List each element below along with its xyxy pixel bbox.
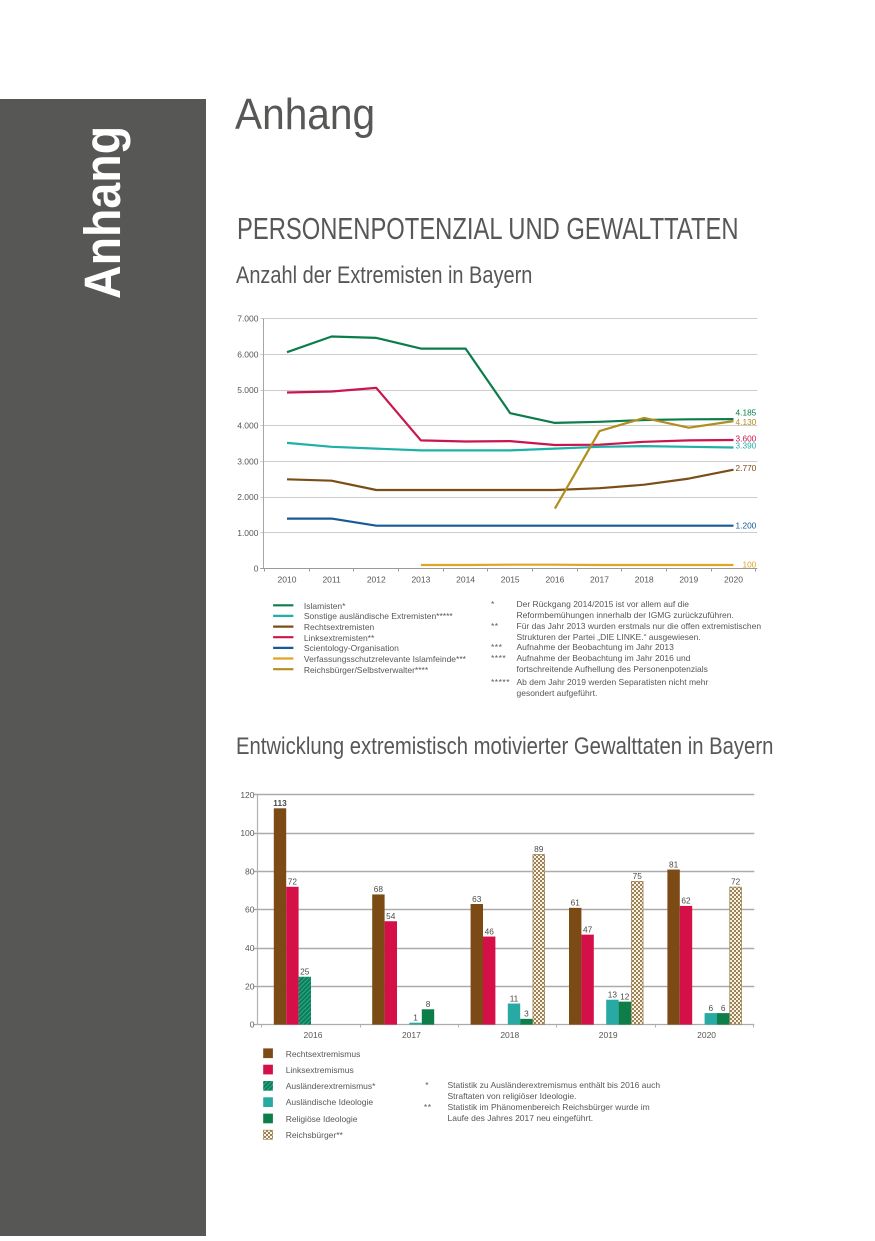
svg-text:60: 60 bbox=[245, 905, 255, 915]
svg-text:0: 0 bbox=[250, 1020, 255, 1030]
svg-text:7.000: 7.000 bbox=[237, 314, 259, 324]
svg-text:2014: 2014 bbox=[456, 575, 475, 585]
svg-text:3: 3 bbox=[524, 1009, 529, 1019]
svg-text:2016: 2016 bbox=[545, 575, 564, 585]
svg-text:6: 6 bbox=[721, 1003, 726, 1013]
svg-text:6.000: 6.000 bbox=[237, 349, 259, 359]
svg-text:2018: 2018 bbox=[500, 1030, 519, 1040]
svg-text:2017: 2017 bbox=[402, 1030, 421, 1040]
svg-text:2019: 2019 bbox=[679, 575, 698, 585]
svg-text:2016: 2016 bbox=[304, 1030, 323, 1040]
svg-text:80: 80 bbox=[245, 867, 255, 877]
svg-text:0: 0 bbox=[254, 564, 259, 574]
svg-text:1.200: 1.200 bbox=[736, 521, 757, 531]
svg-text:4.000: 4.000 bbox=[237, 421, 259, 431]
svg-text:20: 20 bbox=[245, 981, 255, 991]
svg-text:2019: 2019 bbox=[599, 1030, 618, 1040]
svg-text:68: 68 bbox=[374, 884, 384, 894]
svg-text:3.390: 3.390 bbox=[736, 440, 757, 450]
svg-text:54: 54 bbox=[386, 911, 396, 921]
svg-text:89: 89 bbox=[534, 844, 544, 854]
svg-text:72: 72 bbox=[288, 877, 298, 887]
svg-text:1.000: 1.000 bbox=[237, 528, 259, 538]
svg-text:2010: 2010 bbox=[278, 575, 297, 585]
svg-text:2017: 2017 bbox=[590, 575, 609, 585]
svg-text:2020: 2020 bbox=[697, 1030, 716, 1040]
svg-text:40: 40 bbox=[245, 943, 255, 953]
svg-text:75: 75 bbox=[633, 871, 643, 881]
svg-text:2.000: 2.000 bbox=[237, 492, 259, 502]
svg-text:63: 63 bbox=[472, 894, 482, 904]
svg-text:72: 72 bbox=[731, 877, 741, 887]
svg-text:2015: 2015 bbox=[501, 575, 520, 585]
svg-text:3.000: 3.000 bbox=[237, 457, 259, 467]
svg-text:1: 1 bbox=[413, 1012, 418, 1022]
svg-text:4.130: 4.130 bbox=[736, 417, 757, 427]
svg-text:47: 47 bbox=[583, 924, 593, 934]
svg-text:100: 100 bbox=[240, 828, 254, 838]
svg-text:2013: 2013 bbox=[411, 575, 430, 585]
svg-text:81: 81 bbox=[669, 859, 679, 869]
svg-text:4.185: 4.185 bbox=[736, 408, 757, 418]
svg-text:100: 100 bbox=[742, 560, 756, 570]
svg-text:25: 25 bbox=[300, 967, 310, 977]
svg-text:6: 6 bbox=[708, 1003, 713, 1013]
svg-text:12: 12 bbox=[620, 991, 630, 1001]
svg-text:5.000: 5.000 bbox=[237, 385, 259, 395]
svg-text:113: 113 bbox=[273, 798, 287, 808]
svg-text:2.770: 2.770 bbox=[736, 463, 757, 473]
svg-text:11: 11 bbox=[510, 993, 519, 1003]
svg-text:13: 13 bbox=[608, 990, 618, 1000]
svg-text:61: 61 bbox=[571, 898, 581, 908]
svg-text:2018: 2018 bbox=[635, 575, 654, 585]
svg-text:46: 46 bbox=[485, 926, 495, 936]
svg-text:120: 120 bbox=[240, 790, 254, 800]
svg-text:3.600: 3.600 bbox=[736, 433, 757, 443]
svg-text:8: 8 bbox=[426, 999, 431, 1009]
svg-text:62: 62 bbox=[681, 896, 691, 906]
svg-text:2012: 2012 bbox=[367, 575, 386, 585]
svg-text:2020: 2020 bbox=[724, 575, 743, 585]
svg-text:2011: 2011 bbox=[322, 575, 341, 585]
